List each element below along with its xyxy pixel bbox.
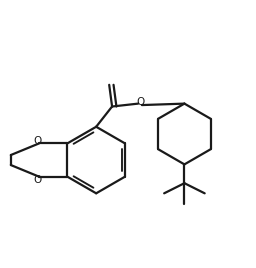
Text: O: O [34,136,42,146]
Text: O: O [34,174,42,185]
Text: O: O [136,96,144,107]
